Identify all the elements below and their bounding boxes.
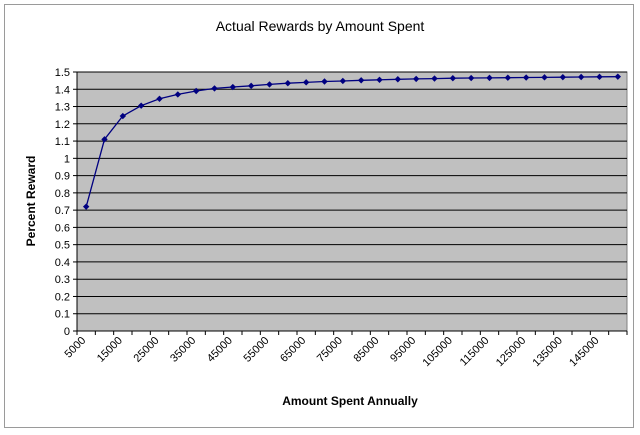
y-tick-label: 0.4	[55, 257, 70, 269]
data-point	[577, 73, 585, 81]
y-tick-label: 0.6	[55, 222, 70, 234]
y-tick-label: 0.3	[55, 274, 70, 286]
y-tick-label: 0.2	[55, 291, 70, 303]
data-point	[467, 74, 475, 82]
y-tick-label: 0.7	[55, 205, 70, 217]
x-axis-title: Amount Spent Annually	[282, 394, 418, 408]
x-tick-label: 25000	[132, 335, 162, 365]
data-point	[211, 85, 218, 92]
x-tick-label: 45000	[205, 335, 235, 365]
x-tick-label: 55000	[242, 335, 272, 365]
x-tick-label: 125000	[494, 335, 528, 369]
x-tick-label: 105000	[421, 335, 455, 369]
x-tick-label: 35000	[168, 335, 198, 365]
y-tick-label: 1.3	[55, 102, 70, 114]
data-point	[541, 74, 548, 81]
plot-area	[76, 71, 628, 332]
data-point	[394, 76, 402, 83]
y-tick-label: 1.4	[55, 84, 70, 96]
data-point	[504, 74, 512, 81]
y-tick-label: 1.5	[55, 67, 70, 79]
y-tick-label: 1.1	[55, 136, 70, 148]
y-axis-title: Percent Reward	[24, 156, 38, 247]
data-point	[412, 75, 420, 83]
data-point	[101, 136, 108, 143]
x-tick-label: 135000	[531, 335, 565, 369]
x-tick-label: 95000	[388, 335, 418, 365]
x-tick-label: 75000	[315, 335, 345, 365]
y-tick-label: 1.2	[55, 119, 70, 131]
data-point	[357, 77, 365, 84]
data-point	[174, 91, 182, 98]
data-point	[247, 82, 255, 90]
x-ticks: 5000 15000 25000 35000 45000 55000 65000 75000 8…	[62, 331, 628, 369]
x-tick-label: 85000	[352, 335, 382, 365]
data-point	[82, 203, 90, 210]
y-tick-label: 1	[64, 153, 70, 165]
data-point	[559, 73, 567, 81]
y-tick-label: 0.8	[55, 188, 70, 200]
series-layer	[82, 73, 622, 210]
data-point	[449, 75, 457, 82]
data-point	[137, 102, 145, 109]
chart-frame: Actual Rewards by Amount Spent 0 0.1 0.2 0.…	[4, 4, 634, 428]
data-point	[266, 81, 273, 88]
data-point	[284, 80, 292, 87]
x-tick-label: 145000	[567, 335, 601, 369]
data-point	[321, 78, 328, 85]
data-point	[302, 79, 310, 86]
y-ticks: 0 0.1 0.2 0.3 0.4 0.5 0.6 0.7 0.8 0.9 1 1.1 1.2 1.3 1.…	[55, 67, 77, 338]
y-tick-label: 0.1	[55, 309, 70, 321]
data-point	[339, 77, 347, 85]
y-tick-label: 0.9	[55, 171, 70, 183]
data-point	[156, 95, 163, 102]
x-tick-label: 15000	[95, 335, 125, 365]
y-tick-label: 0	[64, 326, 70, 338]
data-point	[119, 112, 127, 120]
y-tick-label: 0.5	[55, 240, 70, 252]
data-point	[376, 76, 383, 83]
data-point	[614, 73, 622, 80]
x-tick-label: 5000	[62, 335, 88, 361]
data-point	[486, 74, 493, 82]
chart-svg: Actual Rewards by Amount Spent 0 0.1 0.2 0.…	[24, 18, 628, 408]
x-tick-label: 65000	[278, 335, 308, 365]
x-tick-label: 115000	[458, 335, 492, 369]
data-point	[522, 74, 530, 81]
data-point	[229, 83, 237, 91]
data-point	[192, 87, 200, 95]
grid-lines	[77, 71, 627, 315]
chart-title: Actual Rewards by Amount Spent	[216, 18, 425, 34]
data-point	[431, 75, 438, 82]
data-point	[596, 73, 603, 81]
